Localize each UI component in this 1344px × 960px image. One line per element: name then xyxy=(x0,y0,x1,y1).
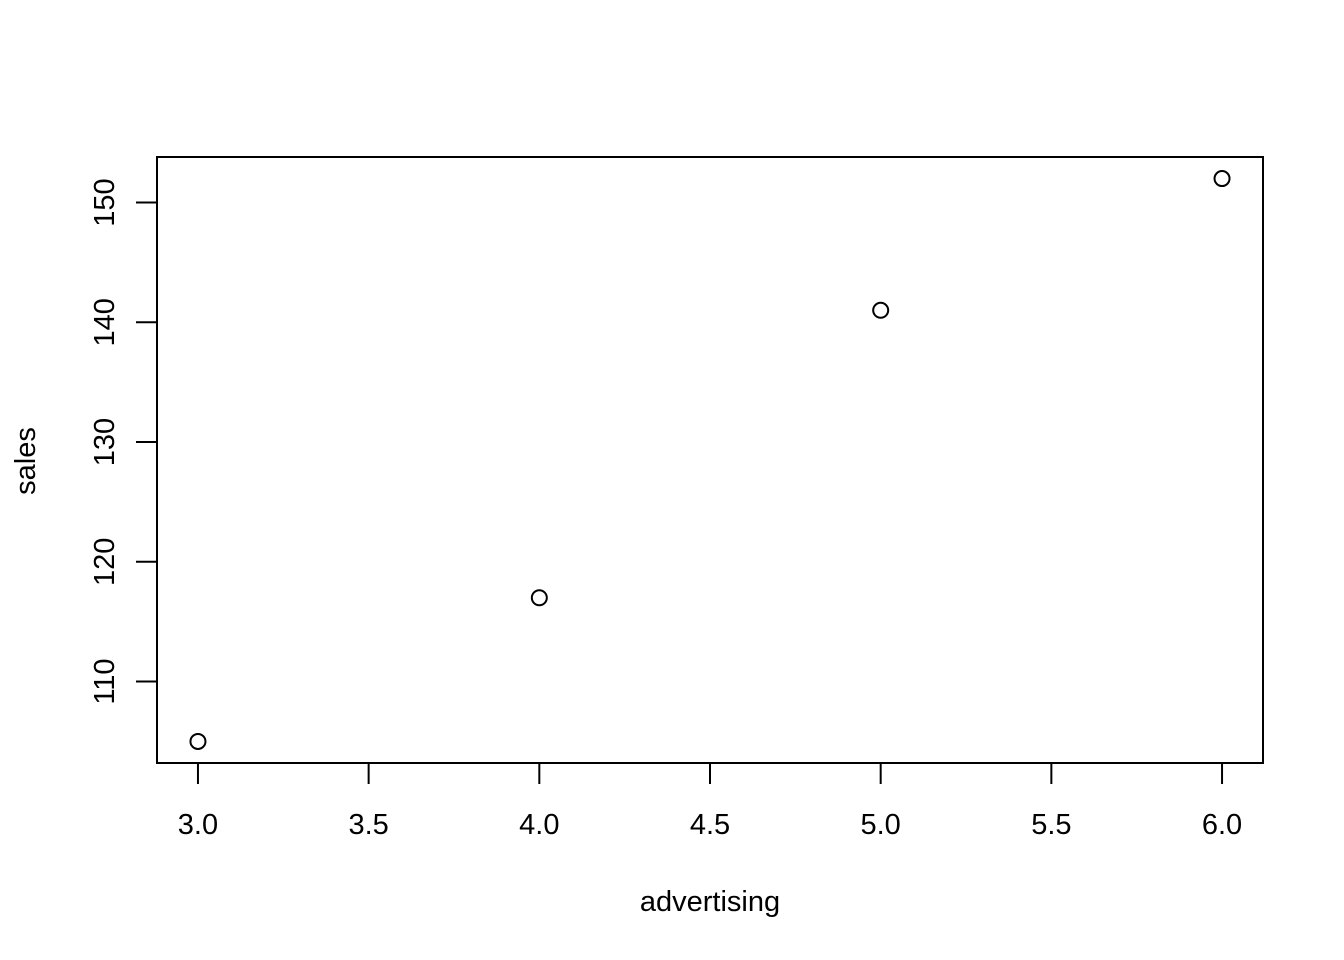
x-axis-label: advertising xyxy=(640,886,780,918)
y-tick-label: 140 xyxy=(89,298,121,346)
x-tick-label: 5.5 xyxy=(1031,809,1071,841)
y-axis-label: sales xyxy=(10,427,42,495)
y-axis: 110 120 130 140 150 xyxy=(89,178,158,705)
data-points xyxy=(189,170,1231,750)
data-point xyxy=(189,732,207,750)
x-tick-label: 6.0 xyxy=(1202,809,1242,841)
y-tick-label: 150 xyxy=(89,178,121,226)
y-tick-label: 120 xyxy=(89,538,121,586)
data-point xyxy=(1213,170,1231,188)
x-tick-label: 3.0 xyxy=(178,809,218,841)
x-tick-label: 5.0 xyxy=(861,809,901,841)
y-tick-label: 110 xyxy=(89,658,121,704)
data-point xyxy=(530,589,548,607)
x-tick-label: 4.0 xyxy=(519,809,559,841)
x-axis: 3.0 3.5 4.0 4.5 5.0 5.5 6.0 xyxy=(178,762,1242,841)
x-tick-label: 3.5 xyxy=(348,809,388,841)
x-tick-label: 4.5 xyxy=(690,809,730,841)
data-point xyxy=(872,301,890,319)
plot-box xyxy=(156,156,1264,764)
y-tick-label: 130 xyxy=(89,418,121,466)
